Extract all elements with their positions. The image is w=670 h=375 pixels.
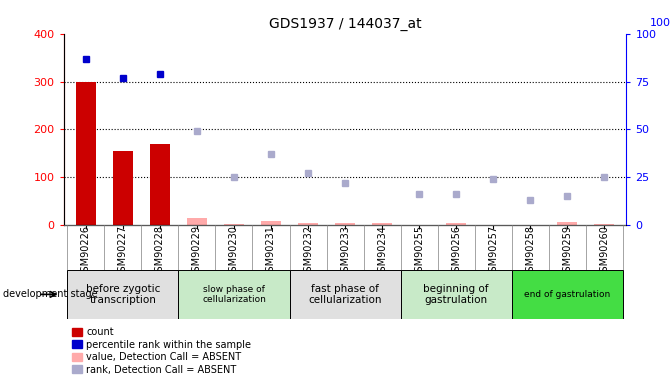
- Y-axis label: 100%: 100%: [650, 18, 670, 28]
- Text: GSM90257: GSM90257: [488, 225, 498, 278]
- Text: GSM90231: GSM90231: [266, 225, 276, 278]
- Bar: [557, 222, 578, 225]
- Bar: [512, 270, 622, 319]
- Text: development stage: development stage: [3, 290, 98, 299]
- Text: fast phase of
cellularization: fast phase of cellularization: [308, 284, 382, 305]
- Bar: [372, 223, 392, 225]
- Title: GDS1937 / 144037_at: GDS1937 / 144037_at: [269, 17, 421, 32]
- Text: GSM90229: GSM90229: [192, 225, 202, 278]
- Text: slow phase of
cellularization: slow phase of cellularization: [202, 285, 266, 304]
- Text: GSM90230: GSM90230: [229, 225, 239, 278]
- Text: GSM90233: GSM90233: [340, 225, 350, 278]
- Bar: [149, 144, 170, 225]
- Text: GSM90227: GSM90227: [118, 225, 128, 278]
- Text: GSM90232: GSM90232: [303, 225, 313, 278]
- Bar: [289, 270, 401, 319]
- Bar: [594, 224, 614, 225]
- Text: GSM90258: GSM90258: [525, 225, 535, 278]
- Bar: [446, 223, 466, 225]
- Bar: [76, 82, 96, 225]
- Bar: [298, 223, 318, 225]
- Text: GSM90228: GSM90228: [155, 225, 165, 278]
- Text: GSM90260: GSM90260: [599, 225, 609, 278]
- Bar: [187, 218, 207, 225]
- Legend: count, percentile rank within the sample, value, Detection Call = ABSENT, rank, : count, percentile rank within the sample…: [72, 327, 251, 375]
- Bar: [68, 270, 178, 319]
- Text: GSM90255: GSM90255: [414, 225, 424, 278]
- Bar: [113, 151, 133, 225]
- Text: GSM90234: GSM90234: [377, 225, 387, 278]
- Text: GSM90259: GSM90259: [562, 225, 572, 278]
- Bar: [335, 223, 355, 225]
- Text: end of gastrulation: end of gastrulation: [524, 290, 610, 299]
- Bar: [224, 224, 244, 225]
- Text: GSM90226: GSM90226: [81, 225, 91, 278]
- Bar: [178, 270, 289, 319]
- Bar: [401, 270, 512, 319]
- Text: beginning of
gastrulation: beginning of gastrulation: [423, 284, 489, 305]
- Bar: [261, 221, 281, 225]
- Text: before zygotic
transcription: before zygotic transcription: [86, 284, 160, 305]
- Text: GSM90256: GSM90256: [451, 225, 461, 278]
